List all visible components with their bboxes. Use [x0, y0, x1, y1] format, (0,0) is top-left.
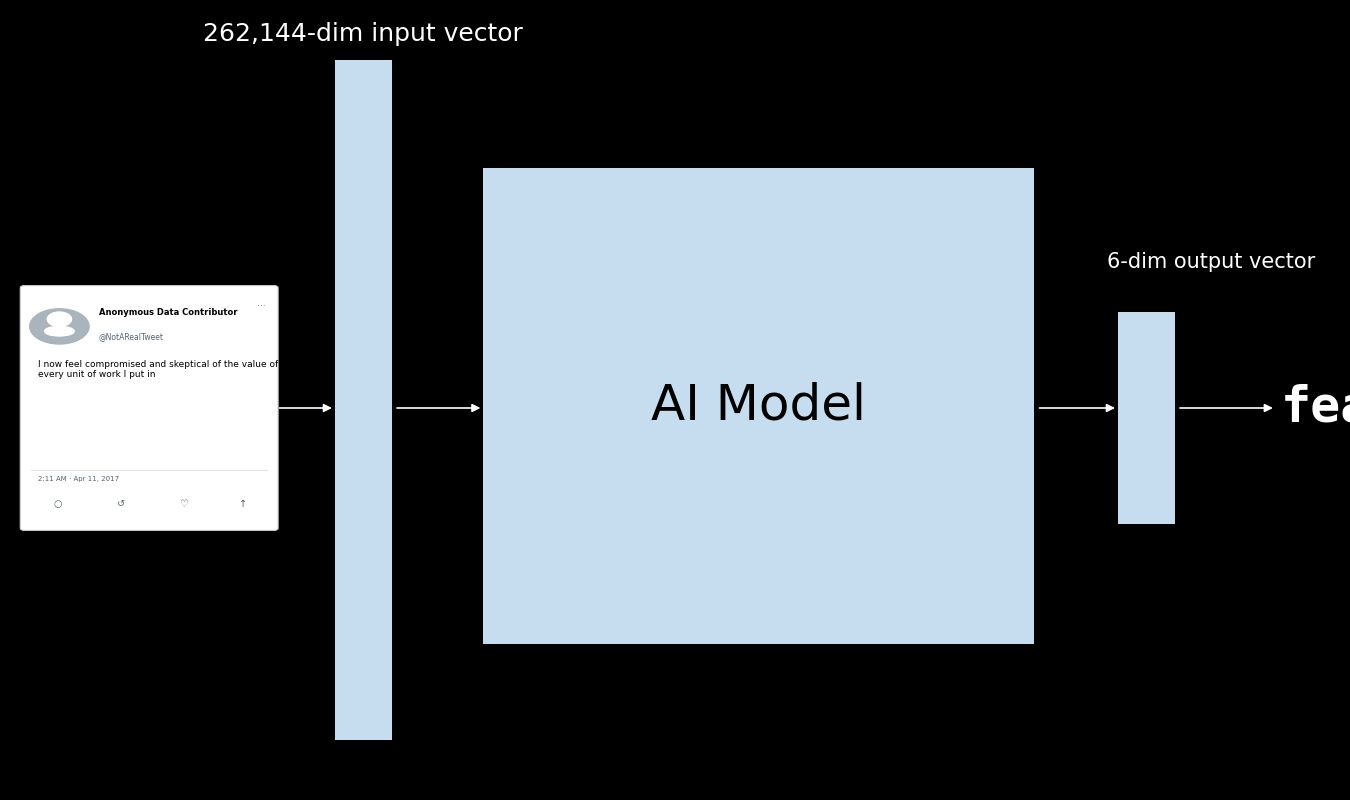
- Text: Anonymous Data Contributor: Anonymous Data Contributor: [99, 308, 238, 317]
- Circle shape: [47, 312, 72, 326]
- Text: 6-dim output vector: 6-dim output vector: [1107, 252, 1315, 272]
- Text: AI Model: AI Model: [651, 382, 867, 430]
- Text: ♡: ♡: [180, 499, 188, 509]
- Circle shape: [30, 309, 89, 344]
- Text: ○: ○: [54, 499, 62, 509]
- Ellipse shape: [45, 326, 74, 336]
- Text: ↑: ↑: [239, 499, 247, 509]
- Bar: [483, 168, 1034, 644]
- Bar: [1118, 312, 1174, 524]
- Text: 262,144-dim input vector: 262,144-dim input vector: [204, 22, 522, 46]
- Text: 2:11 AM · Apr 11, 2017: 2:11 AM · Apr 11, 2017: [38, 476, 119, 482]
- Text: ···: ···: [258, 302, 266, 311]
- Text: fear: fear: [1281, 384, 1350, 432]
- Text: @NotARealTweet: @NotARealTweet: [99, 332, 163, 341]
- Text: ↺: ↺: [117, 499, 126, 509]
- Text: I now feel compromised and skeptical of the value of
every unit of work I put in: I now feel compromised and skeptical of …: [38, 360, 278, 379]
- FancyBboxPatch shape: [20, 286, 278, 530]
- Bar: [335, 60, 392, 740]
